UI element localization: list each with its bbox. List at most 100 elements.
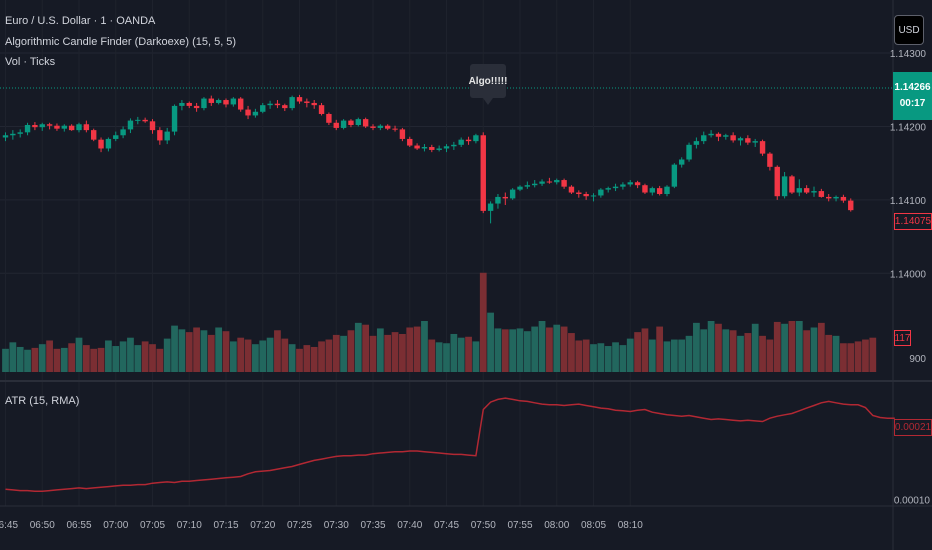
candle-body [833, 196, 839, 199]
candle [656, 185, 663, 196]
candle [576, 190, 582, 198]
volume-bar [340, 335, 347, 372]
price-tick-label: 1.14300 [890, 49, 927, 60]
candle [120, 126, 126, 139]
atr-line [5, 397, 895, 493]
time-tick-label: 07:00 [103, 520, 128, 531]
candle-body [781, 176, 788, 197]
candle [436, 145, 442, 152]
volume-bar [244, 339, 252, 372]
candle [649, 186, 655, 196]
candle [568, 185, 575, 194]
volume-bar [9, 342, 17, 372]
candle [274, 100, 281, 109]
volume-bar [229, 341, 237, 372]
candle [355, 117, 361, 127]
currency-button[interactable]: USD [894, 15, 924, 45]
candle [105, 137, 112, 152]
volume-bar [862, 339, 869, 372]
time-tick-label: 07:05 [140, 520, 165, 531]
candle [774, 165, 780, 200]
volume-bar [252, 344, 259, 372]
candle-body [723, 135, 729, 137]
candle-body [333, 122, 339, 128]
candle-body [480, 135, 486, 211]
candle [296, 94, 303, 104]
candle-body [377, 125, 384, 128]
symbol-title[interactable]: Euro / U.S. Dollar · 1 · OANDA [5, 15, 156, 27]
candle-body [105, 138, 112, 149]
candle-body [157, 130, 163, 141]
volume-bar [582, 339, 590, 372]
volume-bar [523, 331, 531, 372]
candle-body [745, 138, 751, 143]
volume-bar [82, 345, 90, 372]
volume-bar [531, 326, 539, 372]
volume-bar [817, 322, 825, 372]
indicator-legend-volume[interactable]: Vol · Ticks [5, 56, 56, 68]
candle-body [517, 186, 523, 190]
volume-bar [722, 329, 730, 372]
volume-bar [803, 330, 811, 372]
candle-body [414, 145, 420, 149]
volume-bar [612, 342, 619, 372]
candle [745, 135, 751, 145]
volume-bar [737, 335, 744, 372]
price-tick-label: 1.14000 [890, 269, 927, 280]
volume-bar [90, 348, 98, 372]
candle-body [465, 139, 472, 142]
candle-body [370, 126, 376, 128]
volume-bar [399, 333, 406, 372]
candle [781, 171, 788, 199]
volume-bar [487, 312, 494, 372]
volume-bar [310, 346, 318, 372]
volume-bar [97, 347, 105, 372]
indicator-legend-algo[interactable]: Algorithmic Candle Finder (Darkoexe) (15… [5, 36, 237, 48]
volume-bar [215, 327, 223, 372]
algo-annotation-label: Algo!!!!! [469, 64, 507, 98]
candle-body [473, 135, 479, 142]
candle-body [671, 164, 678, 187]
candle [701, 131, 707, 145]
volume-bar [626, 338, 634, 372]
volume-bar [546, 327, 553, 372]
volume-bar [207, 334, 215, 372]
candle-body [362, 119, 369, 127]
candle-body [24, 124, 31, 133]
candle-body [495, 196, 501, 204]
candle [370, 124, 376, 131]
volume-bar [193, 327, 200, 372]
volume-bar [832, 335, 840, 372]
volume-bar [2, 348, 9, 372]
volume-bar [685, 335, 693, 372]
time-tick-label: 06:50 [30, 520, 55, 531]
candle-body [679, 159, 685, 165]
volume-bar [325, 339, 333, 372]
candle [304, 98, 310, 108]
candle-body [634, 182, 641, 186]
candle [127, 118, 134, 134]
candle-body [193, 105, 200, 109]
volume-bar [53, 348, 61, 372]
candle [487, 201, 494, 224]
candle [333, 119, 339, 131]
candle [230, 97, 237, 107]
candle-body [113, 135, 119, 139]
candle [10, 130, 16, 140]
candle-body [68, 125, 75, 131]
candle-body [767, 153, 773, 167]
volume-bar [119, 341, 127, 372]
time-tick-label: 08:00 [544, 520, 569, 531]
indicator-legend-atr[interactable]: ATR (15, RMA) [5, 395, 80, 407]
candle [164, 127, 170, 145]
candle [171, 104, 178, 136]
candle-body [355, 119, 361, 125]
candle-body [340, 120, 347, 128]
candle [634, 180, 641, 189]
volume-bars [2, 272, 877, 372]
time-tick-label: 08:10 [618, 520, 643, 531]
volume-bar [715, 323, 722, 372]
candle [664, 185, 670, 197]
candle-body [532, 183, 538, 186]
